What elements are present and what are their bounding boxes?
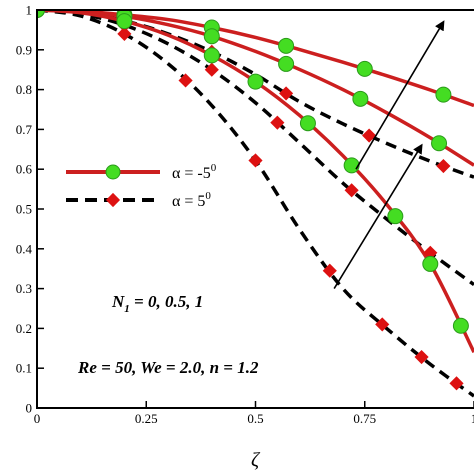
- x-tick-label: 1: [471, 411, 474, 426]
- marker-alpha-pos: [322, 263, 337, 278]
- legend: α = -50 α = 50: [66, 162, 217, 210]
- legend-label-alpha-pos: α = 50: [172, 190, 211, 210]
- marker-alpha-pos: [414, 349, 429, 365]
- marker-alpha-neg: [352, 90, 369, 107]
- x-tick-label: 0.75: [353, 411, 376, 426]
- marker-alpha-neg: [278, 37, 295, 54]
- y-tick-label: 0.4: [16, 241, 33, 256]
- marker-alpha-neg: [116, 13, 133, 30]
- y-tick-label: 0.2: [16, 321, 32, 336]
- marker-alpha-pos: [436, 158, 451, 174]
- marker-alpha-pos: [375, 317, 390, 332]
- marker-alpha-neg: [431, 135, 448, 152]
- series-line-alpha-pos: [37, 10, 474, 398]
- marker-alpha-neg: [435, 86, 452, 103]
- marker-alpha-pos: [270, 115, 285, 130]
- series-line-alpha-pos: [37, 10, 474, 179]
- y-tick-label: 0.1: [16, 361, 32, 376]
- legend-label-alpha-neg: α = -50: [172, 162, 217, 182]
- marker-alpha-pos: [423, 245, 438, 260]
- marker-alpha-pos: [248, 153, 263, 168]
- y-tick-label: 0.5: [16, 202, 32, 217]
- x-tick-label: 0.25: [135, 411, 158, 426]
- x-axis-title: ζ: [251, 449, 261, 471]
- marker-alpha-pos: [449, 376, 464, 391]
- marker-alpha-pos: [178, 73, 193, 88]
- marker-alpha-neg: [452, 317, 469, 334]
- marker-alpha-pos: [362, 128, 377, 143]
- plot-border: [36, 9, 474, 409]
- series-line-alpha-neg: [37, 10, 474, 354]
- marker-alpha-neg: [422, 255, 439, 272]
- y-tick-label: 0.6: [16, 162, 33, 177]
- series-line-alpha-neg: [37, 10, 474, 108]
- y-tick-label: 0.8: [16, 82, 32, 97]
- y-tick-label: 0.9: [16, 42, 32, 57]
- marker-alpha-pos: [279, 86, 294, 101]
- marker-alpha-neg: [387, 208, 404, 225]
- marker-alpha-neg: [356, 60, 373, 77]
- series-line-alpha-pos: [37, 10, 474, 287]
- y-tick-label: 0.3: [16, 281, 32, 296]
- marker-alpha-neg: [343, 157, 360, 174]
- trend-arrow: [333, 143, 423, 290]
- legend-marker-alpha-neg: [105, 164, 121, 180]
- marker-alpha-neg: [278, 55, 295, 72]
- x-tick-label: 0.5: [247, 411, 263, 426]
- marker-alpha-pos: [344, 183, 359, 198]
- axis-ticks: 0 0.25 0.5 0.75 1 0 0.1 0.2 0.3 0.4 0.5 0.6 0.7 0.8 0.…: [16, 3, 474, 426]
- y-tick-label: 1: [26, 3, 33, 18]
- annotation-params: Re = 50, We = 2.0, n = 1.2: [77, 358, 259, 377]
- series-line-alpha-neg: [37, 10, 474, 167]
- marker-alpha-neg: [203, 47, 220, 64]
- marker-alpha-neg: [37, 10, 45, 18]
- x-tick-label: 0: [34, 411, 41, 426]
- y-tick-label: 0: [26, 401, 33, 416]
- marker-alpha-neg: [299, 115, 316, 132]
- legend-marker-alpha-pos: [105, 192, 121, 208]
- marker-alpha-neg: [203, 28, 220, 45]
- y-tick-label: 0.7: [16, 122, 33, 137]
- annotation-n1: N1 = 0, 0.5, 1: [111, 292, 203, 315]
- plot-frame: [36, 9, 474, 409]
- curves-layer: [37, 10, 474, 398]
- marker-alpha-neg: [247, 73, 264, 90]
- direction-arrows: [333, 20, 445, 290]
- trend-arrow: [355, 20, 445, 170]
